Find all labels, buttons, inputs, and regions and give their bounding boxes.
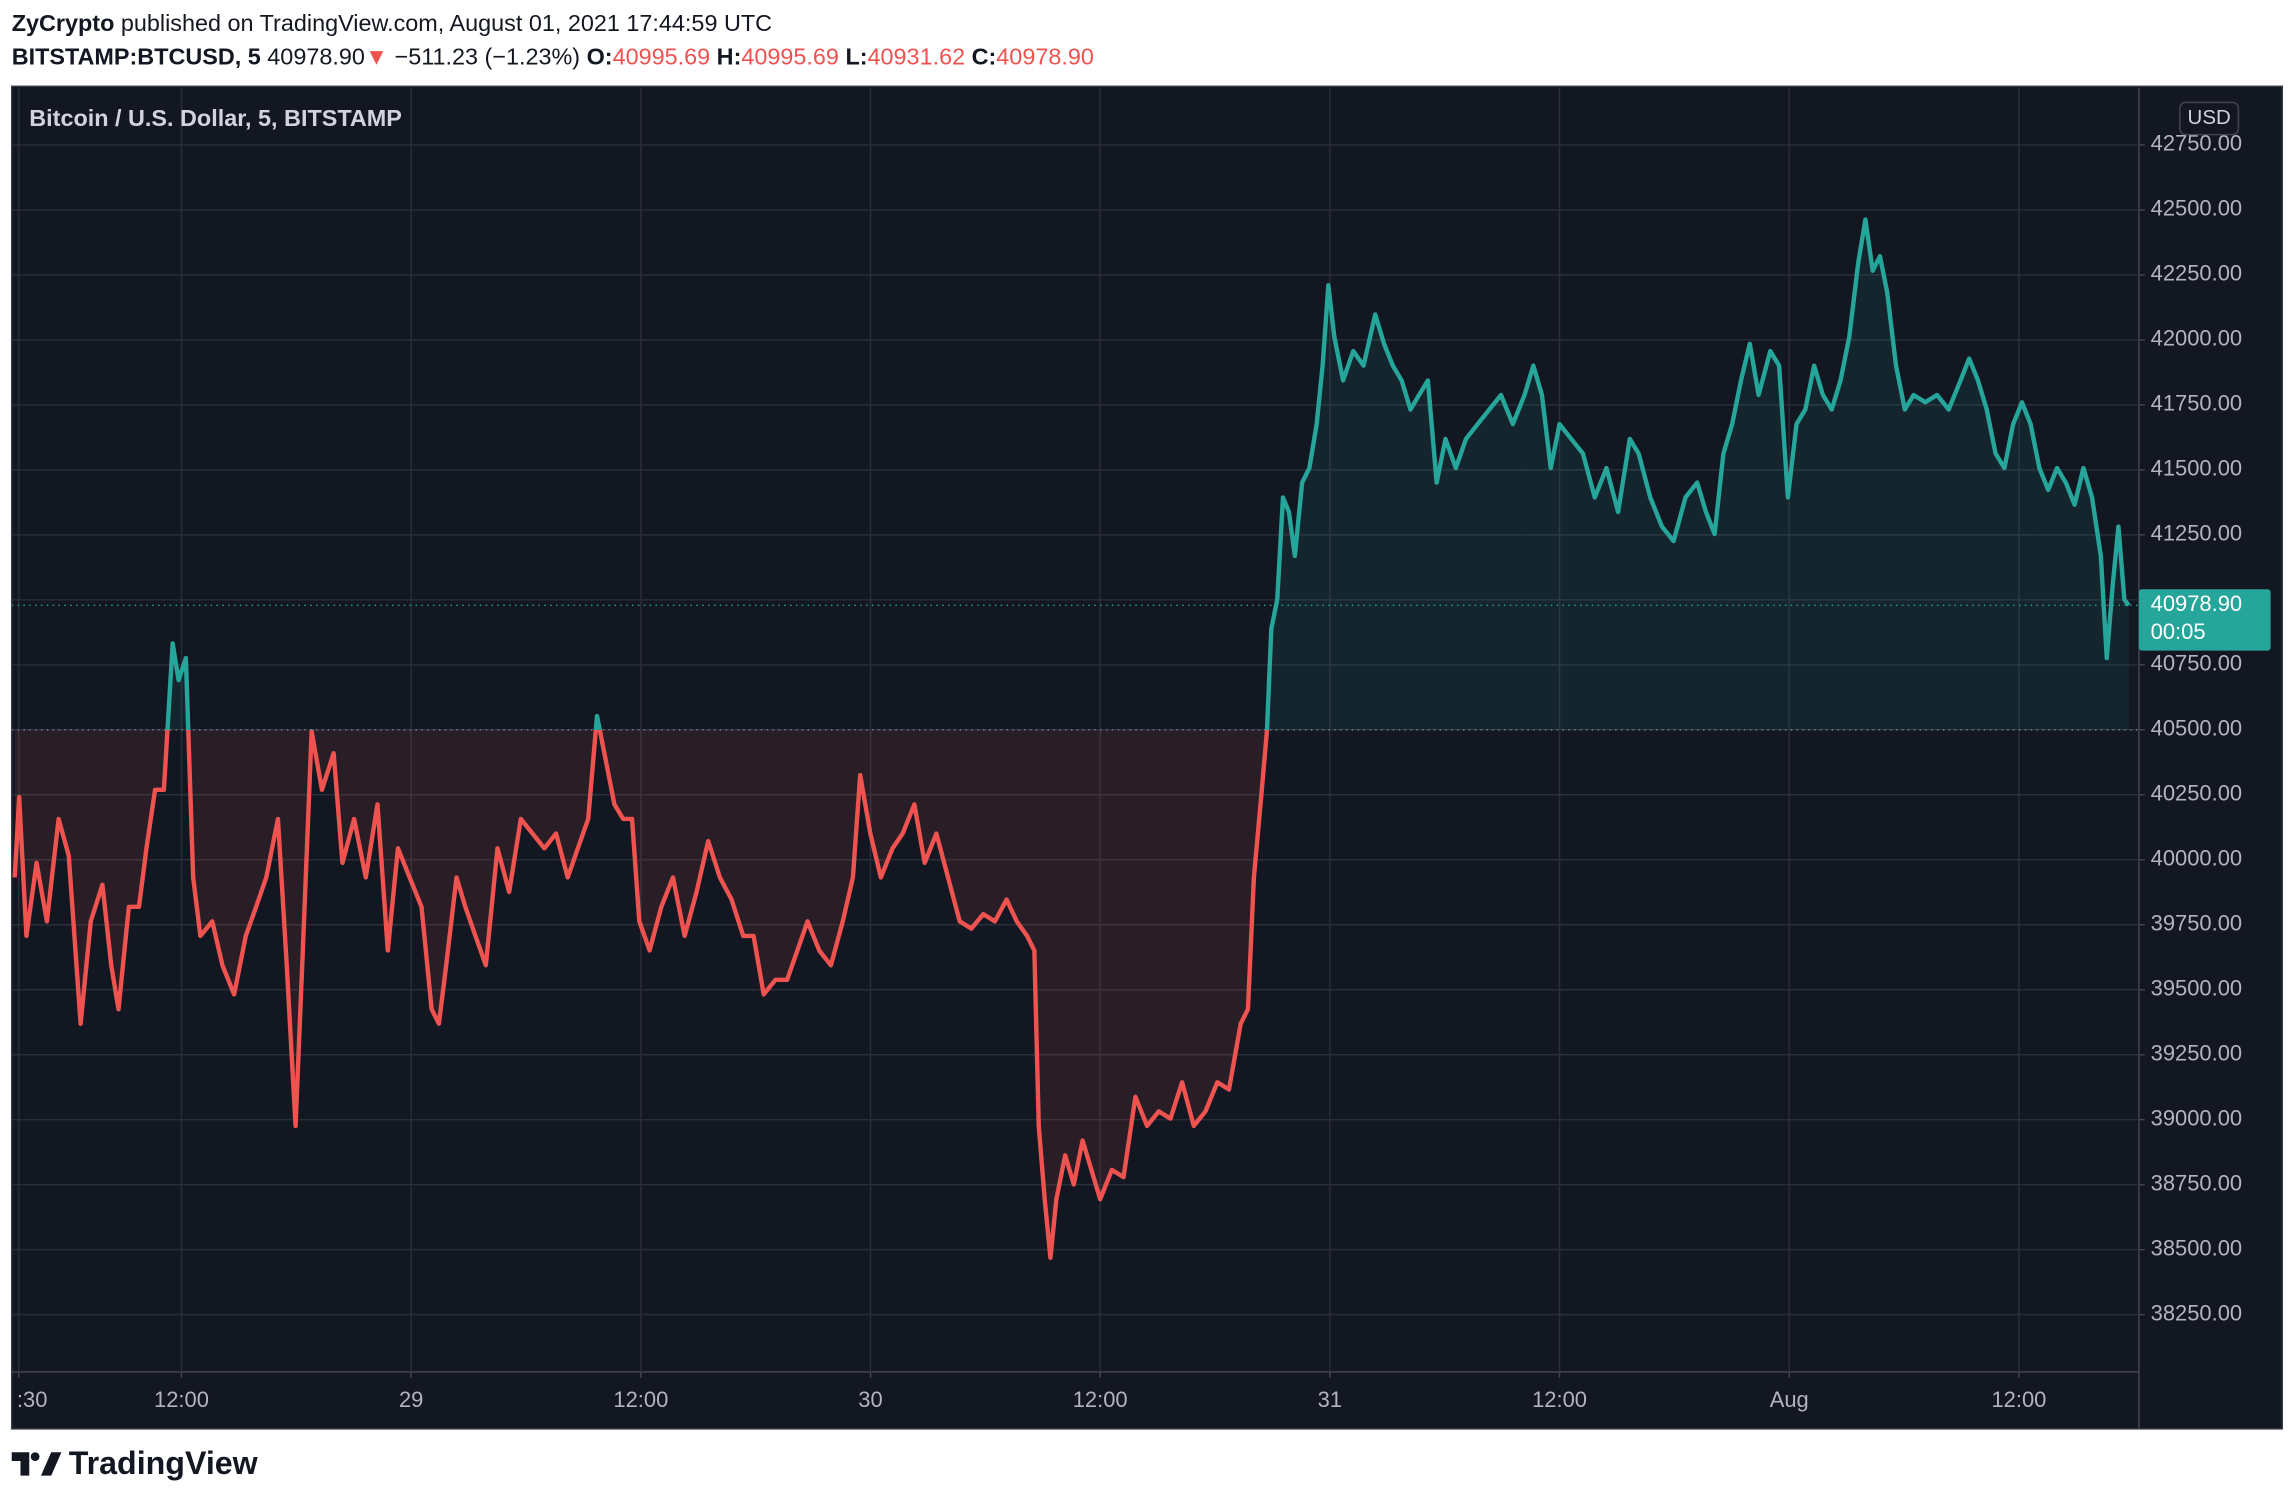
y-tick-label: 38750.00	[2151, 1170, 2243, 1195]
y-tick-label: 39250.00	[2151, 1041, 2243, 1066]
ohlc-value: 40931.62	[868, 44, 966, 70]
y-tick-label: 41500.00	[2151, 456, 2243, 481]
x-tick-label: 12:00	[154, 1387, 209, 1412]
y-tick-label: 41750.00	[2151, 391, 2243, 416]
arrow: ▼	[365, 44, 388, 70]
x-tick-label: 29	[399, 1387, 423, 1412]
footer-logo	[11, 1452, 62, 1476]
legend: Bitcoin / U.S. Dollar, 5, BITSTAMP	[29, 105, 402, 131]
logo-icon	[30, 1452, 40, 1462]
change: −511.23 (−1.23%)	[395, 44, 581, 70]
x-tick-label: 12:00	[1532, 1387, 1587, 1412]
ohlc-key: L:	[845, 44, 867, 70]
x-tick-label: Aug	[1770, 1387, 1809, 1412]
ohlc-key: C:	[972, 44, 997, 70]
ohlc-value: 40995.69	[741, 44, 839, 70]
y-tick-label: 42000.00	[2151, 326, 2243, 351]
author: ZyCrypto	[12, 10, 115, 36]
published: published on TradingView.com, August 01,…	[121, 10, 772, 36]
baseline-area	[14, 219, 2129, 1258]
ohlc-value: 40978.90	[996, 44, 1094, 70]
x-tick-label: 30	[858, 1387, 882, 1412]
currency-box[interactable]	[2179, 101, 2240, 136]
publish-info: ZyCrypto published on TradingView.com, A…	[12, 10, 772, 36]
y-tick-label: 38500.00	[2151, 1235, 2243, 1260]
last-price-box	[2138, 589, 2271, 651]
y-tick-label: 39500.00	[2151, 976, 2243, 1001]
last-price-label: 40978.90	[2151, 591, 2243, 616]
y-tick-label: 40500.00	[2151, 716, 2243, 741]
symbol: BITSTAMP:BTCUSD, 5	[12, 44, 261, 70]
y-tick-label: 40250.00	[2151, 781, 2243, 806]
y-tick-label: 40000.00	[2151, 846, 2243, 871]
x-tick-label: 12:00	[613, 1387, 668, 1412]
y-tick-label: 39750.00	[2151, 911, 2243, 936]
ohlc-key: H:	[717, 44, 742, 70]
currency: USD	[2188, 106, 2231, 129]
x-tick-label: :30	[17, 1387, 48, 1412]
x-tick-label: 31	[1318, 1387, 1342, 1412]
price-line	[12, 217, 2131, 1260]
countdown-label: 00:05	[2151, 619, 2206, 644]
x-tick-label: 12:00	[1073, 1387, 1128, 1412]
axes: 38250.00 38500.00 38750.00 39000.00 39250.00…	[17, 131, 2271, 1412]
y-tick-label: 41250.00	[2151, 521, 2243, 546]
y-tick-label: 42500.00	[2151, 196, 2243, 221]
footer-brand: TradingView	[69, 1445, 259, 1481]
logo-icon	[11, 1452, 30, 1476]
logo-icon	[40, 1452, 62, 1476]
y-tick-label: 42250.00	[2151, 261, 2243, 286]
ohlc-value: 40995.69	[613, 44, 711, 70]
ohlc-key: O:	[587, 44, 613, 70]
y-tick-label: 39000.00	[2151, 1105, 2243, 1130]
plot-area	[11, 217, 2139, 1260]
last: 40978.90	[267, 44, 365, 70]
symbol-info: BITSTAMP:BTCUSD, 5 40978.90▼ −511.23 (−1…	[12, 44, 1094, 70]
x-tick-label: 12:00	[1991, 1387, 2046, 1412]
y-tick-label: 40750.00	[2151, 651, 2243, 676]
y-tick-label: 38250.00	[2151, 1300, 2243, 1325]
